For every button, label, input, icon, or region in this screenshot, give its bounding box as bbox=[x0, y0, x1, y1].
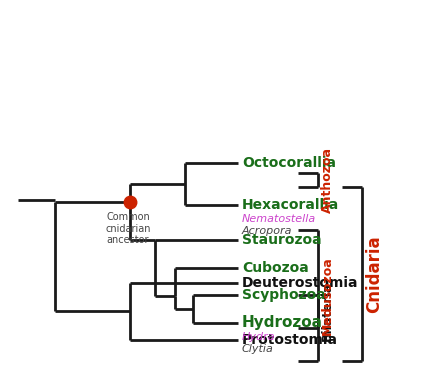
Text: Hexacorallia: Hexacorallia bbox=[242, 198, 339, 212]
Text: Cnidaria: Cnidaria bbox=[365, 235, 383, 313]
Text: Hydra: Hydra bbox=[242, 332, 276, 342]
Text: Scyphozoa: Scyphozoa bbox=[242, 288, 326, 302]
Text: Anthozoa: Anthozoa bbox=[321, 147, 334, 213]
Text: Acropora: Acropora bbox=[242, 226, 292, 236]
Text: Common
cnidarian
ancestor: Common cnidarian ancestor bbox=[105, 212, 151, 245]
Text: Medusozoa: Medusozoa bbox=[321, 256, 334, 335]
Text: Hydrozoa: Hydrozoa bbox=[242, 315, 323, 331]
Text: Bilateria: Bilateria bbox=[321, 282, 334, 341]
Text: Protostomia: Protostomia bbox=[242, 333, 338, 347]
Text: Nematostella: Nematostella bbox=[242, 214, 316, 224]
Text: Octocorallia: Octocorallia bbox=[242, 156, 336, 170]
Text: Deuterostomia: Deuterostomia bbox=[242, 276, 359, 290]
Text: Staurozoa: Staurozoa bbox=[242, 233, 322, 247]
Text: Cubozoa: Cubozoa bbox=[242, 261, 309, 275]
Text: Clytia: Clytia bbox=[242, 344, 274, 354]
